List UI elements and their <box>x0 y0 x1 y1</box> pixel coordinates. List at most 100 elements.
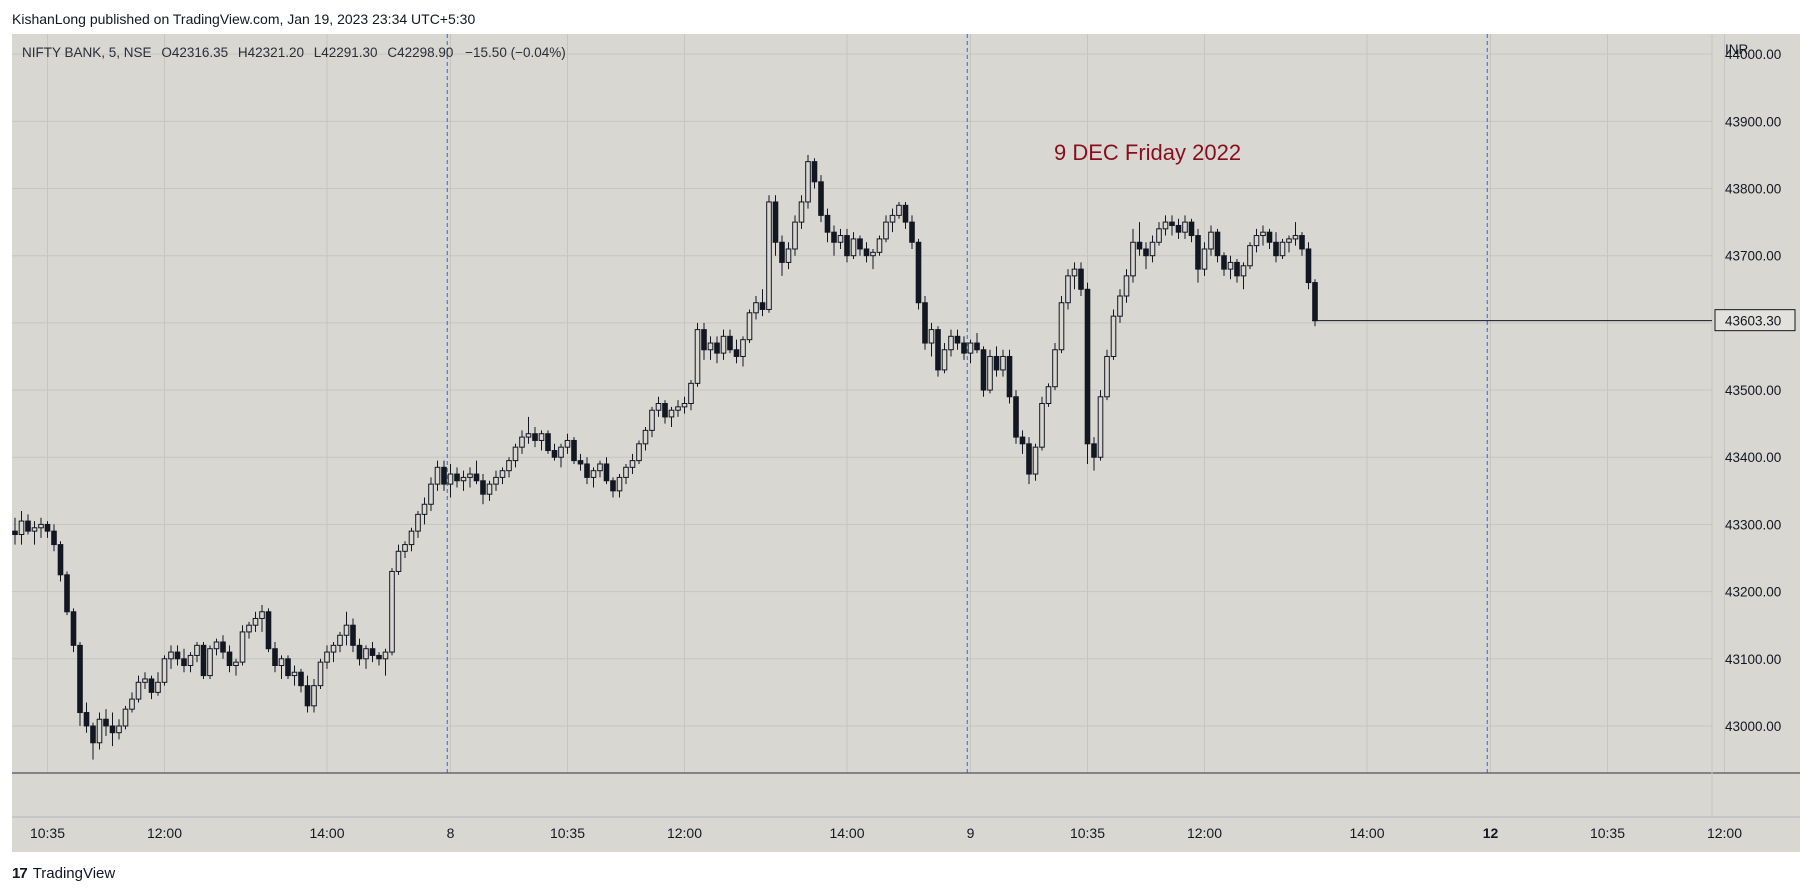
candle-body <box>25 520 31 532</box>
candle-body <box>863 248 870 257</box>
candle-body <box>252 617 259 626</box>
candle <box>109 712 116 747</box>
candlestick-series <box>12 154 1318 760</box>
candle <box>1000 349 1006 377</box>
candle-body <box>772 201 779 243</box>
price-tick-label: 43800.00 <box>1725 182 1781 197</box>
candle <box>889 208 896 233</box>
candle-body <box>896 204 902 216</box>
price-tick-label: 43200.00 <box>1725 585 1781 600</box>
candle-body <box>1169 221 1175 226</box>
candle-body <box>1078 268 1084 290</box>
candle-body <box>64 574 70 613</box>
candle <box>1136 222 1143 256</box>
candle <box>610 477 616 498</box>
candle <box>473 460 480 485</box>
chart-pane[interactable] <box>12 34 1800 852</box>
candle <box>213 638 220 656</box>
candle <box>545 430 551 454</box>
candle-body <box>311 685 317 707</box>
candle <box>70 608 77 653</box>
candle <box>64 571 70 616</box>
candle-body <box>142 678 148 683</box>
candle <box>200 641 207 679</box>
candle <box>18 510 25 545</box>
candle <box>525 416 532 444</box>
time-tick-label: 14:00 <box>309 825 344 841</box>
candle <box>948 329 954 357</box>
candle <box>1286 235 1292 253</box>
candle-body <box>1143 248 1149 257</box>
candle-body <box>415 513 421 532</box>
candle <box>77 641 83 726</box>
candle-body <box>805 161 811 203</box>
candle <box>1188 218 1195 243</box>
candle-body <box>77 644 83 714</box>
candle <box>1084 282 1091 464</box>
candle-body <box>720 335 727 354</box>
candle <box>590 467 597 488</box>
price-tick-label: 43400.00 <box>1725 450 1781 465</box>
candle-body <box>1136 241 1143 250</box>
candle <box>688 379 694 411</box>
candle-body <box>38 523 44 529</box>
candle-body <box>1260 231 1266 237</box>
candle-body <box>831 231 837 243</box>
time-tick-label: 12:00 <box>667 825 702 841</box>
candle-body <box>382 651 389 660</box>
candle-body <box>1299 235 1305 250</box>
candle-body <box>1026 443 1032 475</box>
candle <box>668 406 675 428</box>
candle <box>701 322 707 360</box>
candle <box>1097 390 1104 461</box>
candle-body <box>1032 446 1039 475</box>
candle-body <box>1221 255 1227 270</box>
candle <box>324 645 330 669</box>
chart-annotation-text[interactable]: 9 DEC Friday 2022 <box>1054 140 1242 165</box>
candle-body <box>18 520 25 536</box>
last-price-label: 43603.30 <box>1725 314 1781 329</box>
candle-body <box>876 238 883 253</box>
candle <box>1253 228 1260 253</box>
candle <box>759 289 766 317</box>
candle-body <box>1071 268 1078 277</box>
candle <box>1117 289 1123 323</box>
candle-body <box>486 483 493 495</box>
candle-body <box>155 681 161 693</box>
time-tick-label: 12:00 <box>1187 825 1222 841</box>
candle-body <box>207 648 213 677</box>
candle <box>733 339 740 364</box>
candle-body <box>57 544 64 576</box>
candle-body <box>532 433 538 441</box>
candle-body <box>454 473 460 482</box>
tradingview-logo[interactable]: 17 TradingView <box>12 865 115 882</box>
last-price-box <box>1714 309 1796 332</box>
candle-body <box>668 409 675 418</box>
candle-body <box>135 681 142 700</box>
candle <box>343 611 350 646</box>
candle <box>896 201 902 219</box>
candle <box>142 672 148 690</box>
candle <box>597 460 603 478</box>
candle-body <box>12 530 18 536</box>
candle <box>1247 242 1253 270</box>
candle-body <box>1084 288 1091 445</box>
candle <box>1273 232 1279 263</box>
candle <box>233 658 239 676</box>
candle-body <box>90 725 96 744</box>
candle <box>837 228 844 249</box>
candle-body <box>83 712 90 727</box>
candle <box>1305 242 1312 290</box>
candle <box>740 336 746 367</box>
publisher-attribution: KishanLong published on TradingView.com,… <box>12 11 476 27</box>
candle <box>629 453 636 475</box>
candle-body <box>545 433 551 452</box>
candle <box>681 396 688 414</box>
candle-body <box>525 433 532 438</box>
candle <box>486 480 493 501</box>
candle-body <box>538 433 545 441</box>
candle <box>460 470 467 491</box>
candle <box>1201 242 1208 276</box>
candle-body <box>434 466 441 485</box>
